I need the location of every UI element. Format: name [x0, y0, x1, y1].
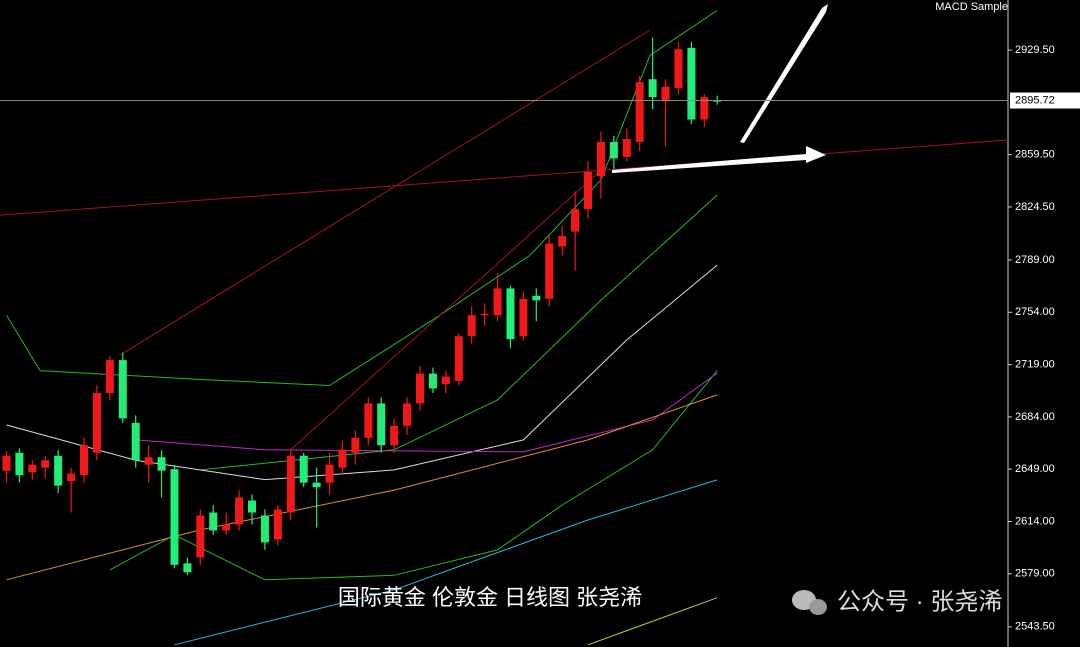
candle-body — [648, 79, 657, 98]
candle-body — [118, 360, 127, 419]
candle-body — [700, 97, 709, 120]
candle-body — [247, 500, 257, 513]
candle-body — [390, 425, 399, 446]
y-tick-label: 2684.00 — [1015, 411, 1055, 423]
candle-body — [28, 464, 37, 473]
candle-body — [571, 209, 580, 232]
candle-body — [209, 512, 218, 531]
candle-body — [558, 236, 567, 247]
candle-body — [596, 141, 605, 177]
last-price-box — [1010, 92, 1080, 109]
chart-title: MACD Sample — [935, 1, 1008, 13]
candle-body — [286, 455, 295, 513]
candle-body — [299, 455, 308, 483]
candle-body — [674, 49, 683, 89]
candle-body — [454, 336, 463, 382]
candle-body — [92, 392, 101, 453]
arrow — [740, 4, 828, 143]
y-tick-label: 2719.00 — [1015, 358, 1055, 370]
watermark-icon — [792, 590, 827, 615]
indicator-line — [135, 372, 718, 453]
watermark: 公众号 · 张尧浠 — [837, 588, 1002, 615]
last-price-label: 2895.72 — [1015, 94, 1055, 106]
caption: 国际黄金 伦敦金 日线图 张尧浠 — [338, 585, 642, 610]
candle-body — [609, 141, 618, 159]
candle-body — [403, 403, 412, 426]
candle-body — [15, 452, 24, 476]
y-tick-label: 2929.50 — [1015, 44, 1055, 56]
candle-body — [493, 288, 502, 316]
candle-body — [235, 497, 244, 525]
indicator-line — [290, 169, 602, 451]
candle-body — [415, 373, 425, 404]
candle-body — [273, 509, 282, 540]
candle-body — [428, 373, 437, 389]
candle-body — [67, 473, 76, 482]
y-tick-label: 2579.00 — [1015, 568, 1055, 580]
candle-body — [583, 171, 593, 210]
candle-body — [661, 86, 670, 101]
candle-body — [532, 295, 541, 301]
indicator-line — [109, 370, 718, 581]
candle-body — [222, 524, 231, 531]
y-tick-label: 2543.50 — [1015, 621, 1055, 633]
y-tick-label: 2754.00 — [1015, 306, 1055, 318]
indicator-line — [174, 479, 718, 646]
candle-body — [79, 445, 89, 476]
indicator-line — [6, 394, 718, 581]
candle-body — [144, 457, 153, 465]
arrow — [612, 146, 826, 173]
candle-body — [41, 460, 50, 468]
candle-body — [519, 298, 528, 337]
candle-body — [183, 563, 192, 573]
y-tick-label: 2824.50 — [1015, 201, 1055, 213]
y-tick-label: 2859.50 — [1015, 149, 1055, 161]
candle-body — [157, 457, 166, 471]
candle-body — [635, 82, 644, 142]
candle-body — [467, 315, 476, 337]
y-tick-label: 2614.00 — [1015, 515, 1055, 527]
y-tick-label: 2789.00 — [1015, 254, 1055, 266]
candle-body — [170, 469, 179, 565]
indicator-line — [119, 29, 651, 356]
candle-body — [196, 515, 205, 558]
candle-body — [441, 376, 450, 385]
candle-body — [131, 422, 140, 461]
candle-body — [622, 138, 631, 157]
candle-body — [325, 464, 334, 483]
candle-body — [312, 482, 321, 488]
candle-body — [260, 515, 269, 543]
candle-body — [351, 437, 360, 453]
indicator-line — [0, 139, 1009, 216]
candle-body — [480, 313, 489, 316]
candle-body — [364, 403, 373, 438]
candle-body — [338, 449, 347, 468]
candle-body — [54, 455, 63, 486]
candle-body — [2, 455, 11, 471]
candle-body — [545, 243, 554, 299]
candle-body — [377, 403, 386, 446]
candle-body — [687, 47, 696, 120]
candle-body — [506, 288, 515, 340]
indicator-line — [6, 10, 718, 387]
candle-body — [105, 360, 114, 393]
indicator-line — [587, 597, 718, 646]
y-tick-label: 2649.00 — [1015, 463, 1055, 475]
